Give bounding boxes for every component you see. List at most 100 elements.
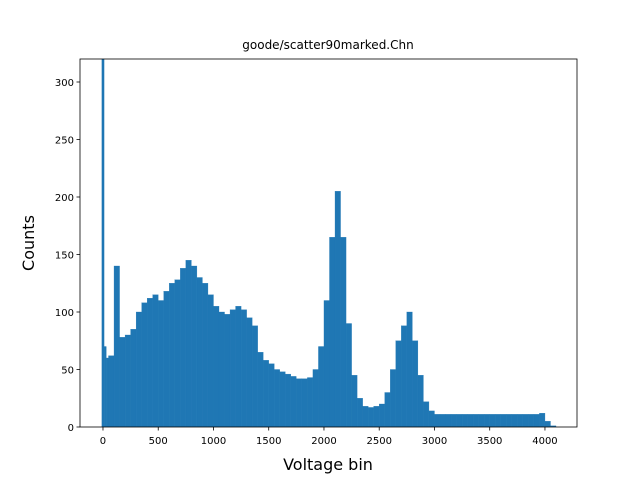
x-tick-label: 2500 (366, 436, 391, 447)
bar (124, 334, 131, 427)
y-tick-label: 200 (55, 193, 74, 204)
bar (279, 371, 286, 427)
bar (489, 414, 496, 427)
y-tick-label: 0 (68, 423, 74, 434)
bar (119, 337, 126, 427)
bar (108, 355, 115, 427)
bar (329, 237, 336, 427)
bar (423, 401, 430, 427)
bar (113, 265, 120, 427)
bar (202, 283, 209, 427)
bar (147, 298, 153, 427)
bar (218, 311, 225, 427)
y-tick-label: 250 (55, 136, 74, 147)
bar (246, 317, 253, 427)
chart-title: goode/scatter90marked.Chn (242, 38, 413, 52)
bar (428, 410, 435, 427)
bar (434, 414, 441, 427)
bar (263, 360, 269, 427)
bar (290, 376, 297, 427)
bar (296, 378, 303, 427)
bar (528, 414, 535, 427)
bar (345, 323, 352, 427)
x-tick-label: 2000 (311, 436, 336, 447)
bar (163, 291, 170, 427)
x-tick-label: 0 (100, 436, 106, 447)
bar (517, 414, 524, 427)
bar (373, 406, 380, 427)
y-tick-label: 150 (55, 251, 74, 262)
bar (334, 191, 341, 427)
bar (495, 414, 501, 427)
bar (456, 414, 463, 427)
y-tick-label: 300 (55, 78, 74, 89)
bar (257, 352, 264, 427)
bar (472, 414, 479, 427)
bar (506, 414, 512, 427)
bar (384, 392, 391, 427)
bar (213, 306, 220, 427)
bar (390, 369, 396, 427)
x-tick-label: 3500 (477, 436, 502, 447)
bar (362, 406, 369, 427)
bar (412, 340, 419, 427)
bar (152, 294, 159, 427)
bar (207, 294, 214, 427)
bar (439, 414, 446, 427)
bar (106, 357, 109, 427)
bar (401, 325, 407, 427)
bar (550, 425, 557, 427)
bar (461, 414, 468, 427)
bar (312, 369, 319, 427)
y-tick-label: 100 (55, 308, 74, 319)
bar (224, 314, 231, 427)
x-tick-label: 500 (149, 436, 168, 447)
bar (417, 375, 424, 427)
bar (196, 277, 203, 427)
bar (379, 403, 385, 427)
bar (544, 421, 551, 427)
bar (318, 346, 325, 427)
bar (340, 237, 347, 427)
bar (229, 309, 236, 427)
x-tick-label: 3000 (422, 436, 447, 447)
bar (511, 414, 518, 427)
bar (539, 413, 546, 427)
bar (478, 414, 485, 427)
bar (323, 300, 330, 427)
y-tick-label: 50 (61, 366, 74, 377)
bar (185, 260, 192, 427)
bar (103, 346, 107, 427)
x-axis-label: Voltage bin (283, 455, 373, 474)
bar (500, 414, 507, 427)
bar (450, 414, 457, 427)
bar (130, 329, 137, 427)
x-tick-label: 4000 (532, 436, 557, 447)
bar (251, 325, 258, 427)
bar (445, 414, 452, 427)
bar (268, 363, 275, 427)
bar (368, 407, 374, 427)
bar (285, 373, 291, 427)
bar (484, 414, 490, 427)
plot-frame (79, 58, 578, 428)
bar (158, 300, 164, 427)
y-axis-label: Counts (19, 215, 38, 271)
x-tick-label: 1000 (201, 436, 226, 447)
bar (301, 378, 308, 427)
bar (356, 398, 363, 427)
bar (533, 414, 540, 427)
bar (406, 311, 413, 427)
bar (240, 309, 247, 427)
bar (467, 414, 474, 427)
bar (191, 265, 198, 427)
bar (169, 283, 175, 427)
bar (135, 311, 142, 427)
bar (351, 375, 358, 427)
bar (307, 377, 314, 427)
bar (235, 306, 242, 427)
bar (174, 279, 181, 427)
x-tick-label: 1500 (256, 436, 281, 447)
bar (274, 369, 280, 427)
